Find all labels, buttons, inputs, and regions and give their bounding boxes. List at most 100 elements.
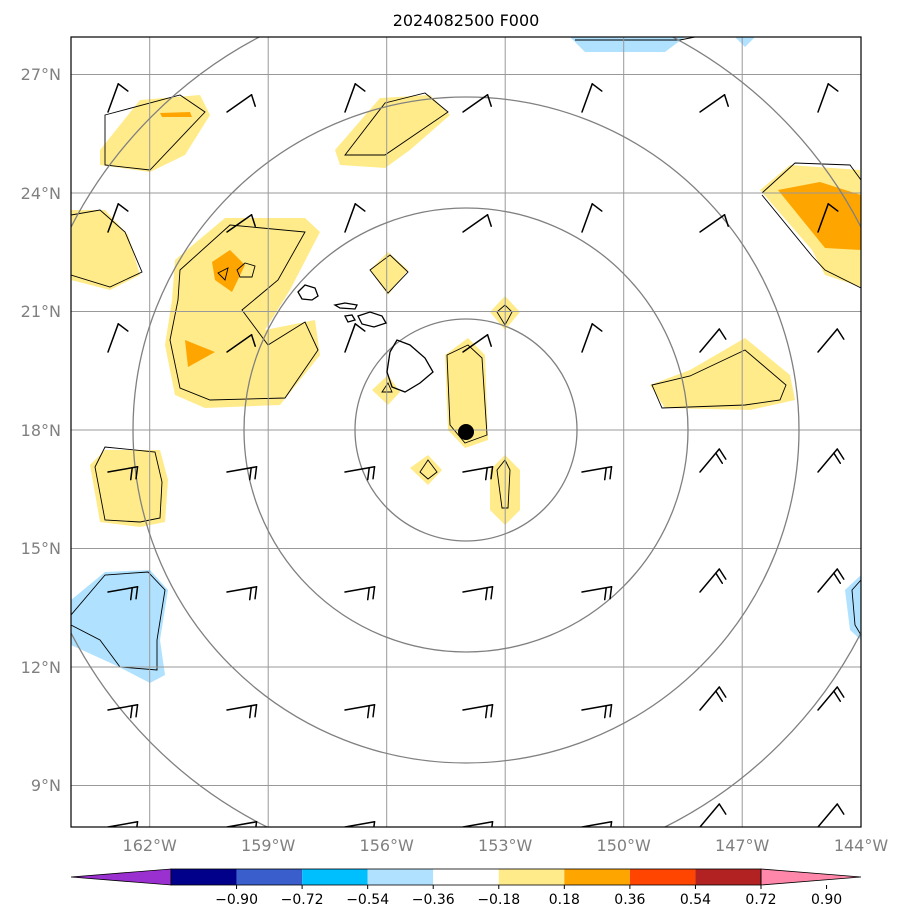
- wind-barb-icon: [581, 586, 613, 593]
- lat-label: 18°N: [21, 421, 61, 440]
- positive-anomaly-region: [165, 218, 320, 408]
- wind-barb-feather: [366, 704, 370, 719]
- positive-anomaly-region: [650, 338, 795, 410]
- wind-barb-feather: [117, 323, 129, 332]
- wind-barb-icon: [344, 821, 376, 827]
- map-frame: [70, 36, 862, 828]
- wind-barb-icon: [817, 203, 830, 233]
- colorbar-segment: [695, 869, 761, 885]
- positive-anomaly-region: [335, 95, 450, 168]
- wind-barb-feather: [354, 203, 366, 212]
- wind-barb-icon: [344, 323, 357, 353]
- island-big-island: [386, 339, 434, 393]
- lon-label: 159°W: [241, 836, 296, 855]
- positive-anomaly-region: [90, 450, 168, 527]
- colorbar-label: 0.36: [614, 892, 645, 908]
- wind-barb-icon: [817, 83, 830, 113]
- wind-barb-feather: [366, 466, 370, 481]
- storm-center-icon: [458, 424, 474, 440]
- wind-barb-icon: [817, 448, 839, 473]
- wind-barb-feather: [248, 704, 252, 719]
- colorbar-frame: [170, 868, 762, 886]
- negative-anomaly-region: [570, 37, 685, 52]
- colorbar-segment: [433, 869, 499, 885]
- lon-label: 153°W: [478, 836, 533, 855]
- wind-barb-feather: [129, 704, 133, 719]
- wind-barb-feather: [354, 323, 366, 332]
- positive-anomaly-region: [445, 338, 488, 448]
- wind-barb-feather: [836, 803, 845, 815]
- wind-barb-feather: [723, 214, 729, 227]
- lon-label: 162°W: [123, 836, 178, 855]
- wind-barb-feather: [603, 704, 607, 719]
- wind-barb-feather: [484, 586, 488, 601]
- wind-barb-icon: [107, 821, 139, 827]
- wind-barb-feather: [827, 83, 839, 92]
- wind-barb-icon: [107, 203, 120, 233]
- wind-barb-feather: [117, 83, 129, 92]
- wind-barb-icon: [581, 821, 613, 827]
- wind-barb-feather: [490, 704, 494, 718]
- island-niihau-kauai: [297, 284, 319, 301]
- wind-barb-feather: [254, 466, 258, 480]
- wind-barb-feather: [135, 586, 139, 600]
- wind-barb-feather: [836, 328, 845, 340]
- wind-barb-feather: [129, 586, 133, 601]
- wind-barb-icon: [699, 448, 721, 473]
- wind-barb-feather: [833, 572, 842, 584]
- wind-barb-feather: [490, 466, 494, 480]
- colorbar-segment: [302, 869, 368, 885]
- wind-barb-icon: [344, 586, 376, 593]
- range-ring: [243, 207, 689, 653]
- wind-barb-icon: [107, 83, 120, 113]
- wind-barb-feather: [486, 94, 492, 107]
- wind-barb-feather: [255, 821, 258, 827]
- range-ring: [132, 96, 800, 764]
- wind-barb-feather: [603, 586, 607, 601]
- wind-barb-feather: [254, 586, 258, 600]
- wind-barb-icon: [462, 334, 489, 353]
- wind-barb-feather: [484, 704, 488, 719]
- wind-barb-feather: [135, 466, 139, 480]
- island-molokai: [344, 314, 356, 323]
- positive-anomaly-region: [372, 375, 400, 405]
- colorbar-segment: [564, 869, 630, 885]
- map-title: 2024082500 F000: [393, 11, 540, 30]
- wind-barb-feather: [723, 94, 729, 107]
- wind-barb-feather: [833, 452, 842, 464]
- colorbar-segment: [629, 869, 696, 885]
- wind-barb-icon: [107, 704, 139, 711]
- wind-barb-icon: [226, 704, 258, 711]
- colorbar: −0.90 −0.72 −0.54 −0.36 −0.18 0.18 0.36 0.54 0.7…: [70, 868, 862, 908]
- wind-barb-icon: [462, 704, 494, 711]
- wind-barb-icon: [699, 568, 721, 593]
- wind-barb-icon: [581, 466, 613, 473]
- wind-barb-feather: [836, 686, 845, 698]
- wind-barb-icon: [226, 214, 253, 233]
- wind-barb-icon: [344, 83, 357, 113]
- wind-barb-feather: [491, 821, 494, 827]
- colorbar-label: 0.54: [680, 892, 711, 908]
- negative-anomaly-region: [71, 570, 168, 683]
- wind-barb-feather: [372, 586, 376, 600]
- colorbar-extension-high: [760, 868, 862, 886]
- lon-label: 147°W: [715, 836, 770, 855]
- colorbar-label: −0.18: [477, 892, 520, 908]
- wind-barb-icon: [462, 94, 489, 113]
- latitude-labels: 27°N 24°N 21°N 18°N 15°N 12°N 9°N: [21, 65, 61, 795]
- wind-barb-icon: [226, 94, 253, 113]
- wind-barb-feather: [609, 586, 613, 600]
- wind-barb-icon: [226, 821, 258, 827]
- longitude-labels: 162°W 159°W 156°W 153°W 150°W 147°W 144°…: [123, 836, 889, 855]
- wind-barb-feather: [718, 448, 727, 460]
- lon-label: 156°W: [360, 836, 415, 855]
- island-oahu: [333, 302, 358, 310]
- wind-barb-feather: [715, 690, 724, 702]
- wind-barb-feather: [250, 94, 256, 107]
- range-rings: [71, 37, 861, 827]
- lon-label: 150°W: [597, 836, 652, 855]
- wind-barb-feather: [718, 568, 727, 580]
- strong-positive-anomaly-region: [212, 250, 245, 292]
- lat-label: 12°N: [21, 658, 61, 677]
- wind-barb-icon: [699, 94, 726, 113]
